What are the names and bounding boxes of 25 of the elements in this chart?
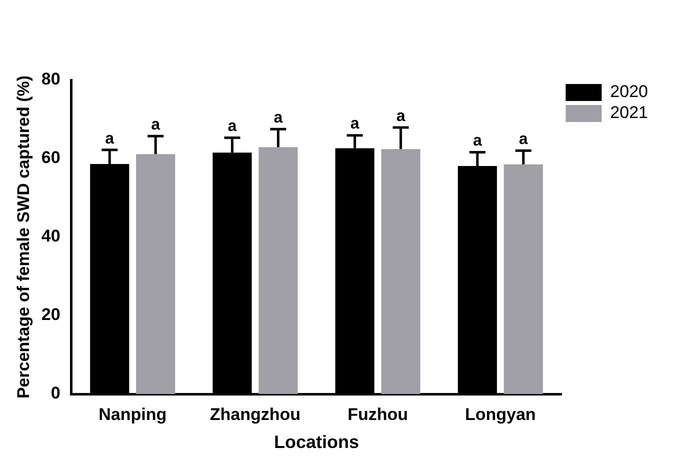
data-label: a <box>396 108 406 125</box>
data-label: a <box>274 109 283 126</box>
y-tick-label: 20 <box>41 305 60 324</box>
x-tick-label: Longyan <box>464 404 536 424</box>
y-tick-label: 80 <box>41 70 60 89</box>
bar <box>258 147 298 394</box>
x-tick-label: Nanping <box>98 404 167 424</box>
y-tick-label: 60 <box>41 148 60 168</box>
bar <box>136 154 176 394</box>
data-label: a <box>151 116 160 134</box>
data-label: a <box>472 132 482 150</box>
bar <box>504 164 543 394</box>
legend-label: 2021 <box>610 103 648 122</box>
y-axis-title: Percentage of female SWD captured (%) <box>14 75 33 399</box>
data-label: a <box>518 131 528 148</box>
x-tick-label: Fuzhou <box>348 404 408 424</box>
x-axis-title: Locations <box>274 432 360 452</box>
y-tick-label: 40 <box>41 226 60 246</box>
data-label: a <box>105 130 114 148</box>
y-tick-label: 0 <box>50 384 60 403</box>
legend-label: 2020 <box>610 82 648 102</box>
bar <box>381 149 420 394</box>
x-tick-label: Zhangzhou <box>210 404 301 424</box>
data-label: a <box>228 118 237 136</box>
data-label: a <box>350 116 360 133</box>
